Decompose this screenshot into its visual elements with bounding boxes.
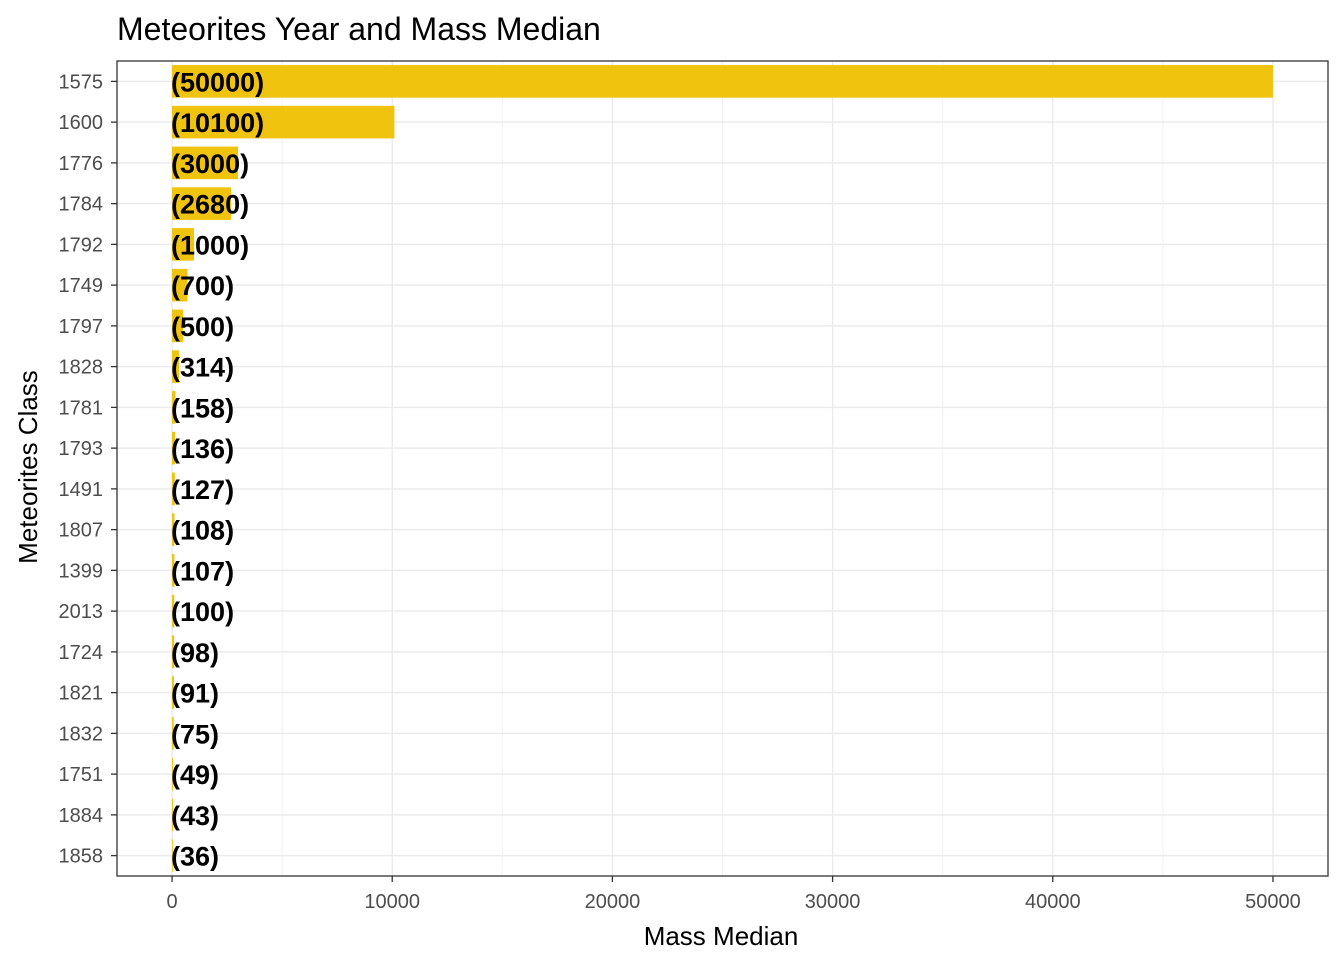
bar (172, 839, 173, 872)
data-label: (500) (171, 312, 234, 342)
y-tick-label: 1784 (59, 194, 104, 216)
y-tick-label: 1781 (59, 397, 104, 419)
data-label: (10100) (171, 108, 264, 138)
bar (172, 350, 179, 383)
data-label: (1000) (171, 230, 249, 260)
bar (172, 798, 173, 832)
y-axis-title: Meteorites Class (13, 370, 43, 564)
bar (172, 187, 232, 220)
x-tick-label: 50000 (1245, 891, 1301, 913)
bar (172, 268, 188, 302)
x-tick-label: 10000 (364, 891, 420, 913)
y-tick-label: 1821 (59, 683, 104, 705)
x-tick-label: 40000 (1025, 891, 1081, 913)
y-tick-label: 1792 (59, 234, 104, 256)
data-label: (700) (171, 271, 234, 301)
bar (172, 431, 176, 465)
y-tick-label: 1600 (59, 112, 104, 134)
y-tick-label: 1776 (59, 153, 104, 175)
bar (172, 594, 175, 628)
y-tick-label: 2013 (59, 601, 104, 623)
y-tick-label: 1575 (59, 71, 104, 93)
x-tick-label: 0 (166, 891, 177, 913)
y-tick-label: 1797 (59, 316, 104, 338)
bar (172, 554, 175, 587)
bar (172, 105, 395, 139)
data-labels: (50000) (10100) (3000) (2680) (1000) (700) (50… (171, 67, 264, 871)
bar (172, 65, 1273, 98)
x-tick-label: 20000 (585, 891, 641, 913)
data-label: (75) (171, 719, 219, 749)
data-label: (98) (171, 638, 219, 668)
data-label: (36) (171, 842, 219, 872)
y-tick-label: 1858 (59, 846, 104, 868)
y-tick-label: 1832 (59, 723, 104, 745)
y-tick-label: 1399 (59, 560, 104, 582)
bar (172, 676, 175, 709)
y-tick-label: 1751 (59, 764, 104, 786)
chart-title: Meteorites Year and Mass Median (117, 11, 601, 47)
y-tick-label: 1749 (59, 275, 104, 297)
y-tick-label: 1828 (59, 357, 104, 379)
y-tick-label: 1884 (59, 805, 104, 827)
bar (172, 635, 175, 669)
x-axis-title: Mass Median (644, 921, 799, 951)
y-tick-label: 1807 (59, 520, 104, 542)
bar (172, 391, 176, 424)
bar (172, 757, 174, 791)
data-label: (158) (171, 393, 234, 423)
bar (172, 472, 175, 506)
bar (172, 228, 195, 261)
y-tick-label: 1491 (59, 479, 104, 501)
bar (172, 513, 175, 546)
grid (117, 61, 1328, 876)
data-label: (50000) (171, 67, 264, 97)
x-tick-label: 30000 (805, 891, 861, 913)
data-label: (3000) (171, 149, 249, 179)
y-tick-label: 1793 (59, 438, 104, 460)
data-label: (43) (171, 801, 219, 831)
data-label: (314) (171, 353, 234, 383)
data-label: (107) (171, 556, 234, 586)
plot-panel-border (116, 60, 1329, 877)
bar (172, 717, 174, 750)
data-label: (49) (171, 760, 219, 790)
bar (172, 309, 184, 343)
y-tick-label: 1724 (59, 642, 104, 664)
data-label: (136) (171, 434, 234, 464)
data-label: (108) (171, 516, 234, 546)
data-label: (100) (171, 597, 234, 627)
data-label: (2680) (171, 190, 249, 220)
data-label: (127) (171, 475, 234, 505)
bar (172, 146, 239, 180)
bars (172, 65, 1273, 872)
axes: 1575 1600 1776 1784 1792 1749 1797 1828 1781 1793… (59, 71, 1301, 913)
data-label: (91) (171, 679, 219, 709)
